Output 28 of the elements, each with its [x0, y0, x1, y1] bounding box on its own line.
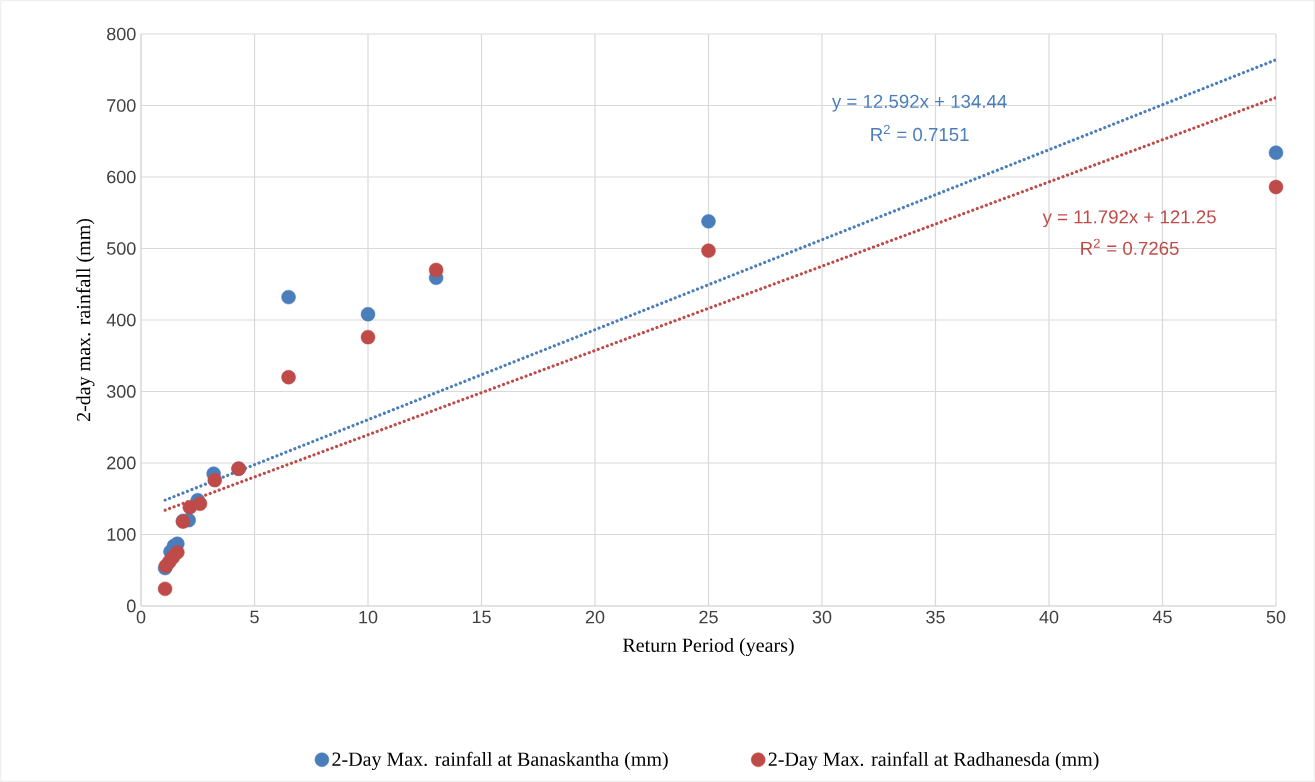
x-axis-title: Return Period (years) — [623, 637, 794, 657]
legend-label: 2-Day Max. rainfall at Radhanesda (mm) — [768, 751, 1099, 771]
x-tick-label: 40 — [1039, 610, 1059, 624]
annotation: y = 11.792x + 121.25 — [1042, 210, 1216, 228]
y-tick-label: 100 — [107, 528, 136, 541]
x-tick-label: 20 — [585, 610, 605, 624]
y-tick-label: 800 — [107, 27, 136, 41]
y-axis-title: 2-day max. rainfall (mm) — [76, 218, 95, 422]
legend-label: 2-Day Max. rainfall at Banaskantha (mm) — [332, 751, 668, 771]
y-tick-label: 500 — [106, 242, 136, 255]
x-tick-label: 45 — [1152, 610, 1172, 624]
x-tick-label: 0 — [136, 610, 146, 624]
x-tick-label: 5 — [250, 610, 259, 624]
x-tick-label: 30 — [812, 610, 832, 624]
x-tick-label: 25 — [699, 610, 718, 624]
x-tick-label: 50 — [1266, 610, 1286, 624]
x-tick-label: 35 — [926, 610, 945, 624]
y-tick-label: 700 — [107, 99, 136, 112]
annotation: y = 12.592x + 134.44 — [831, 94, 1007, 112]
y-tick-label: 200 — [107, 456, 136, 470]
y-tick-label: 300 — [106, 385, 136, 398]
annotation: R$^{2}$ = 0.7151 — [871, 124, 969, 142]
y-tick-label: 600 — [107, 170, 136, 184]
y-tick-label: 0 — [127, 599, 136, 613]
x-tick-label: 10 — [359, 610, 378, 624]
annotation: R$^{2}$ = 0.7265 — [1081, 238, 1179, 255]
x-tick-label: 15 — [472, 610, 491, 624]
y-tick-label: 400 — [106, 313, 136, 327]
